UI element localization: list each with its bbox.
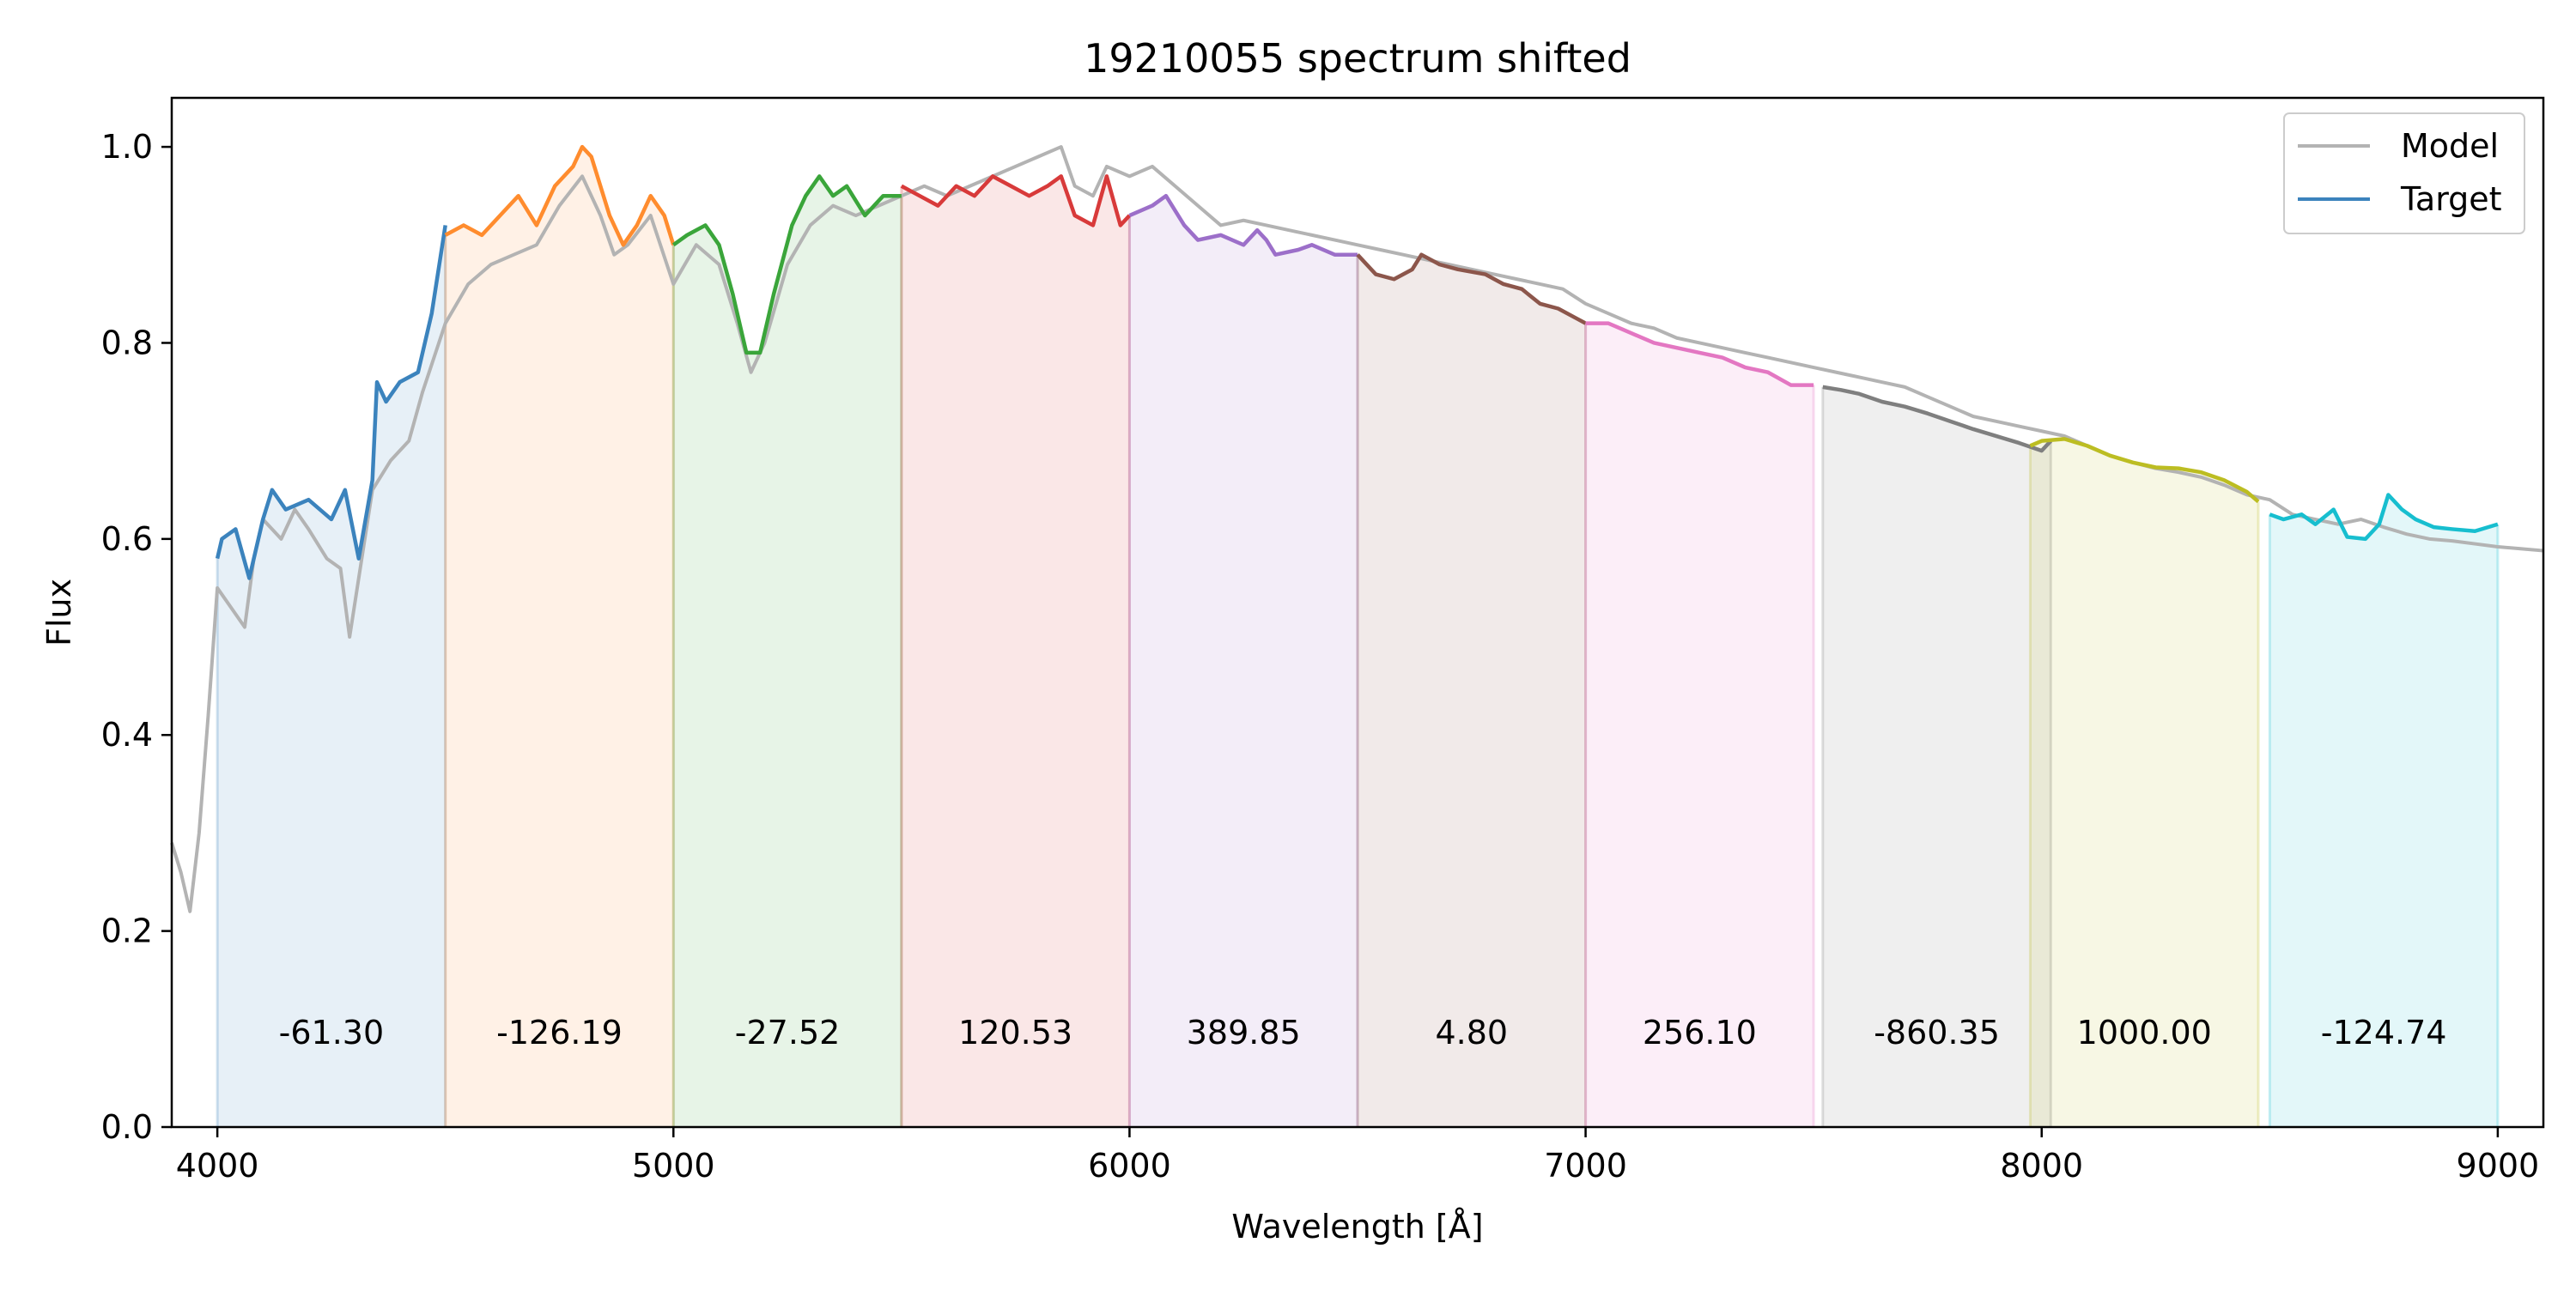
y-axis-ticks: 0.0 0.2 0.4 0.6 0.8 1.0 — [101, 128, 172, 1146]
target-series-line-2 — [671, 174, 902, 355]
segment-value-label-4: 389.85 — [1187, 1014, 1301, 1052]
y-tick-label-3: 0.6 — [101, 520, 153, 558]
legend: Model Target — [2283, 112, 2525, 234]
segment-bands — [216, 147, 2500, 1128]
segment-value-label-0: -61.30 — [279, 1014, 385, 1052]
x-tick-label-0: 4000 — [176, 1147, 259, 1185]
plot-frame — [170, 96, 2545, 1129]
segment-value-label-3: 120.53 — [958, 1014, 1072, 1052]
legend-box — [2283, 112, 2525, 234]
y-tick-label-4: 0.8 — [101, 324, 153, 361]
segment-value-label-8: 1000.00 — [2077, 1014, 2212, 1052]
chart-title: 19210055 spectrum shifted — [1084, 35, 1631, 82]
x-tick-label-2: 6000 — [1088, 1147, 1171, 1185]
target-series-layer — [215, 144, 2499, 580]
legend-label-model: Model — [2401, 127, 2499, 165]
target-series-line-6 — [1585, 321, 1814, 387]
target-series-line-9 — [2269, 493, 2499, 542]
segment-value-label-5: 4.80 — [1435, 1014, 1508, 1052]
x-axis-label: Wavelength [Å] — [1231, 1208, 1483, 1246]
segment-value-label-2: -27.52 — [735, 1014, 841, 1052]
x-tick-label-1: 5000 — [632, 1147, 715, 1185]
segment-labels: -61.30 -126.19 -27.52 120.53 389.85 4.80 256.1… — [279, 1014, 2447, 1052]
segment-band-2 — [673, 176, 902, 1127]
target-series-line-0 — [215, 225, 447, 580]
segment-value-label-1: -126.19 — [496, 1014, 623, 1052]
target-series-line-7 — [1822, 385, 2053, 453]
y-tick-label-2: 0.4 — [101, 716, 153, 754]
segment-value-label-7: -860.35 — [1874, 1014, 2000, 1052]
target-series-line-8 — [2029, 437, 2260, 504]
y-tick-label-0: 0.0 — [101, 1108, 153, 1146]
segment-band-5 — [1358, 254, 1586, 1127]
x-tick-label-3: 7000 — [1544, 1147, 1627, 1185]
x-tick-label-4: 8000 — [2000, 1147, 2083, 1185]
segment-band-8 — [2030, 439, 2259, 1128]
target-series-line-5 — [1356, 252, 1587, 325]
segment-value-label-6: 256.10 — [1643, 1014, 1757, 1052]
segment-band-6 — [1585, 323, 1814, 1128]
segment-band-7 — [1822, 386, 2051, 1127]
target-series-line-4 — [1128, 193, 1358, 257]
x-axis-ticks: 4000 5000 6000 7000 8000 9000 — [176, 1127, 2539, 1185]
y-tick-label-1: 0.2 — [101, 912, 153, 950]
y-tick-label-5: 1.0 — [101, 128, 153, 166]
segment-band-1 — [445, 147, 674, 1128]
segment-value-label-9: -124.74 — [2321, 1014, 2447, 1052]
segment-band-4 — [1129, 196, 1358, 1128]
legend-label-target: Target — [2400, 180, 2502, 218]
segment-band-0 — [217, 225, 446, 1127]
target-series-line-1 — [444, 144, 676, 247]
target-series-line-3 — [900, 174, 1132, 227]
y-axis-label: Flux — [40, 579, 78, 646]
x-tick-label-5: 9000 — [2457, 1147, 2540, 1185]
segment-band-9 — [2269, 494, 2498, 1127]
segment-band-3 — [901, 176, 1130, 1127]
